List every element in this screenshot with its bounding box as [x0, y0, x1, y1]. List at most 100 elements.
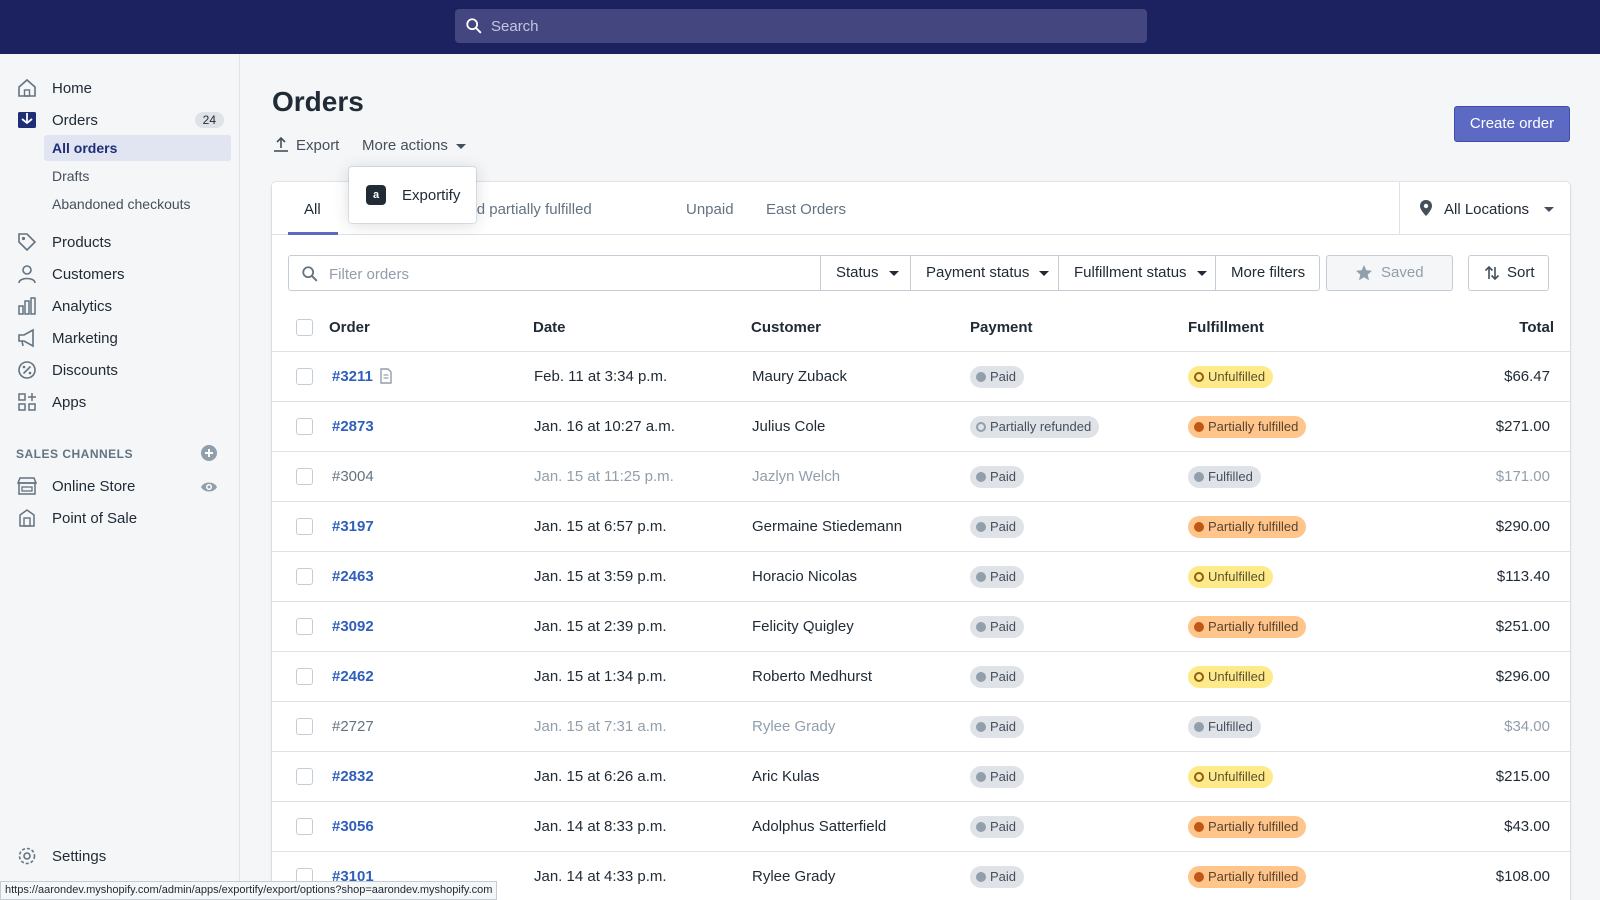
pos-icon: [19, 509, 35, 527]
subnav-drafts-label: Drafts: [52, 168, 90, 184]
subnav-drafts[interactable]: Drafts: [44, 163, 231, 189]
discount-icon: [18, 361, 36, 379]
header-payment[interactable]: Payment: [970, 319, 1033, 336]
row-checkbox[interactable]: [296, 818, 313, 835]
add-circle-icon[interactable]: [200, 444, 218, 462]
more-actions-button[interactable]: More actions: [362, 137, 466, 154]
payment-status-badge: Paid: [970, 816, 1025, 838]
nav-apps[interactable]: Apps: [0, 388, 240, 416]
order-number-link[interactable]: #2832: [332, 768, 374, 785]
table-row[interactable]: #2832 Jan. 15 at 6:26 a.m. Aric Kulas Pa…: [272, 752, 1570, 802]
row-checkbox[interactable]: [296, 518, 313, 535]
subnav-all-orders[interactable]: All orders: [44, 135, 231, 161]
orders-count-badge: 24: [194, 112, 224, 128]
table-row[interactable]: #3101 Jan. 14 at 4:33 p.m. Rylee Grady P…: [272, 852, 1570, 900]
more-actions-dropdown: a Exportify: [349, 167, 476, 223]
create-order-button[interactable]: Create order: [1454, 106, 1570, 142]
more-filters-label: More filters: [1231, 264, 1306, 281]
nav-online-store[interactable]: Online Store: [0, 472, 240, 500]
more-filters-button[interactable]: More filters: [1216, 255, 1320, 291]
export-label: Export: [296, 137, 340, 154]
nav-settings[interactable]: Settings: [0, 842, 240, 870]
order-total: $171.00: [1495, 468, 1550, 485]
tab-east-orders-label: East Orders: [766, 201, 847, 218]
header-total[interactable]: Total: [1519, 319, 1554, 336]
order-number-link[interactable]: #3092: [332, 618, 374, 635]
select-all-checkbox[interactable]: [296, 319, 313, 336]
sidebar: Home Orders 24 All orders Drafts Abandon…: [0, 54, 240, 900]
star-icon: [1356, 265, 1372, 281]
row-checkbox[interactable]: [296, 668, 313, 685]
table-row[interactable]: #3004 Jan. 15 at 11:25 p.m. Jazlyn Welch…: [272, 452, 1570, 502]
eye-icon[interactable]: [200, 478, 218, 496]
subnav-all-orders-label: All orders: [52, 140, 118, 156]
saved-button[interactable]: Saved: [1326, 255, 1453, 291]
order-date: Jan. 15 at 2:39 p.m.: [534, 618, 667, 635]
search-icon: [302, 266, 318, 282]
row-checkbox[interactable]: [296, 618, 313, 635]
table-row[interactable]: #2873 Jan. 16 at 10:27 a.m. Julius Cole …: [272, 402, 1570, 452]
bar-chart-icon: [18, 297, 36, 315]
nav-orders[interactable]: Orders 24: [0, 106, 240, 134]
order-customer: Felicity Quigley: [752, 618, 854, 635]
table-row[interactable]: #3211 Feb. 11 at 3:34 p.m. Maury Zuback …: [272, 352, 1570, 402]
order-number-link[interactable]: #3197: [332, 518, 374, 535]
table-row[interactable]: #2463 Jan. 15 at 3:59 p.m. Horacio Nicol…: [272, 552, 1570, 602]
payment-status-badge: Paid: [970, 866, 1025, 888]
order-customer: Roberto Medhurst: [752, 668, 873, 685]
order-date: Jan. 15 at 6:57 p.m.: [534, 518, 667, 535]
status-filter-button[interactable]: Status: [821, 255, 911, 291]
order-customer: Adolphus Satterfield: [752, 818, 887, 835]
header-date[interactable]: Date: [533, 319, 566, 336]
nav-analytics[interactable]: Analytics: [0, 292, 240, 320]
order-number-link[interactable]: #3101: [332, 868, 374, 885]
order-customer: Julius Cole: [752, 418, 826, 435]
order-number-link[interactable]: #2463: [332, 568, 374, 585]
table-row[interactable]: #3197 Jan. 15 at 6:57 p.m. Germaine Stie…: [272, 502, 1570, 552]
header-customer[interactable]: Customer: [751, 319, 822, 336]
subnav-abandoned-checkouts[interactable]: Abandoned checkouts: [44, 191, 231, 217]
nav-marketing[interactable]: Marketing: [0, 324, 240, 352]
row-checkbox[interactable]: [296, 368, 313, 385]
table-row[interactable]: #3092 Jan. 15 at 2:39 p.m. Felicity Quig…: [272, 602, 1570, 652]
order-number-link[interactable]: #3211: [332, 368, 373, 385]
payment-status-filter-button[interactable]: Payment status: [911, 255, 1059, 291]
table-header: Order Date Customer Payment Fulfillment …: [272, 303, 1570, 352]
row-checkbox[interactable]: [296, 418, 313, 435]
header-fulfillment[interactable]: Fulfillment: [1188, 319, 1264, 336]
table-row[interactable]: #2727 Jan. 15 at 7:31 a.m. Rylee Grady P…: [272, 702, 1570, 752]
header-order[interactable]: Order: [329, 319, 370, 336]
nav-point-of-sale[interactable]: Point of Sale: [0, 504, 240, 532]
order-number-link[interactable]: #2873: [332, 418, 374, 435]
order-number-link[interactable]: #2727: [332, 718, 374, 735]
nav-discounts[interactable]: Discounts: [0, 356, 240, 384]
apps-icon: [18, 393, 36, 411]
order-date: Jan. 15 at 6:26 a.m.: [534, 768, 667, 785]
sort-button[interactable]: Sort: [1468, 255, 1549, 291]
gear-icon: [18, 847, 36, 865]
row-checkbox[interactable]: [296, 468, 313, 485]
dropdown-item-exportify[interactable]: a Exportify: [349, 167, 476, 223]
filter-orders-input[interactable]: Filter orders: [288, 255, 821, 291]
order-number-link[interactable]: #2462: [332, 668, 374, 685]
row-checkbox[interactable]: [296, 768, 313, 785]
order-total: $113.40: [1496, 568, 1550, 585]
row-checkbox[interactable]: [296, 718, 313, 735]
order-number-link[interactable]: #3004: [332, 468, 374, 485]
table-row[interactable]: #2462 Jan. 15 at 1:34 p.m. Roberto Medhu…: [272, 652, 1570, 702]
nav-home-label: Home: [52, 80, 93, 97]
nav-customers[interactable]: Customers: [0, 260, 240, 288]
nav-products[interactable]: Products: [0, 228, 240, 256]
nav-home[interactable]: Home: [0, 74, 240, 102]
tab-all[interactable]: All: [288, 182, 338, 235]
fulfillment-status-filter-button[interactable]: Fulfillment status: [1059, 255, 1216, 291]
location-selector[interactable]: All Locations: [1399, 182, 1570, 235]
global-search[interactable]: Search: [455, 9, 1147, 43]
table-row[interactable]: #3056 Jan. 14 at 8:33 p.m. Adolphus Satt…: [272, 802, 1570, 852]
tab-unpaid[interactable]: Unpaid: [686, 182, 736, 235]
order-number-link[interactable]: #3056: [332, 818, 374, 835]
row-checkbox[interactable]: [296, 568, 313, 585]
order-total: $66.47: [1504, 368, 1550, 385]
tab-east-orders[interactable]: East Orders: [766, 182, 846, 235]
fulfillment-status-badge: Unfulfilled: [1188, 766, 1274, 788]
